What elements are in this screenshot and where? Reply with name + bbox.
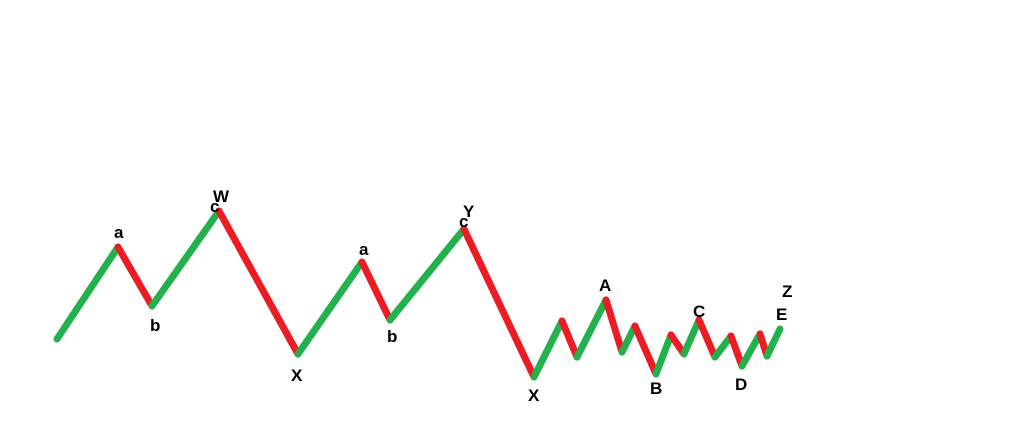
up-leg-7 xyxy=(386,225,468,324)
up-leg-11 xyxy=(573,296,610,361)
label-z: Z xyxy=(782,282,792,301)
wave-labels: a b c W X a b c Y X A B C D E Z xyxy=(114,187,792,405)
label-w-b: b xyxy=(150,316,160,335)
label-z-c: C xyxy=(693,302,705,321)
label-w-a: a xyxy=(114,223,124,242)
up-leg-17 xyxy=(680,316,703,358)
label-y-a: a xyxy=(359,240,369,259)
label-x-2: X xyxy=(528,386,540,405)
up-leg-9 xyxy=(530,317,566,381)
up-leg-13 xyxy=(618,322,639,356)
label-w: W xyxy=(213,187,230,206)
down-leg-8 xyxy=(460,225,538,381)
up-leg-3 xyxy=(148,207,223,310)
up-leg-21 xyxy=(738,330,764,370)
down-leg-12 xyxy=(602,296,626,356)
down-leg-4 xyxy=(215,207,302,358)
label-y-c: c xyxy=(459,212,468,231)
up-leg-1 xyxy=(53,243,122,343)
down-leg-14 xyxy=(631,322,660,378)
label-y: Y xyxy=(463,202,475,221)
down-leg-20 xyxy=(727,332,746,370)
up-leg-15 xyxy=(652,331,675,378)
label-x-1: X xyxy=(291,366,303,385)
wave-segments xyxy=(53,207,784,381)
label-z-e: E xyxy=(776,305,787,324)
label-y-b: b xyxy=(387,327,397,346)
up-leg-23 xyxy=(763,325,784,360)
down-leg-6 xyxy=(358,258,394,324)
label-z-d: D xyxy=(735,375,747,394)
down-leg-2 xyxy=(114,243,156,310)
up-leg-5 xyxy=(294,258,366,358)
down-leg-18 xyxy=(695,316,719,361)
down-leg-10 xyxy=(558,317,581,361)
label-z-a: A xyxy=(599,276,611,295)
up-leg-19 xyxy=(711,332,735,361)
label-z-b: B xyxy=(650,379,662,398)
label-w-c: c xyxy=(210,197,219,216)
